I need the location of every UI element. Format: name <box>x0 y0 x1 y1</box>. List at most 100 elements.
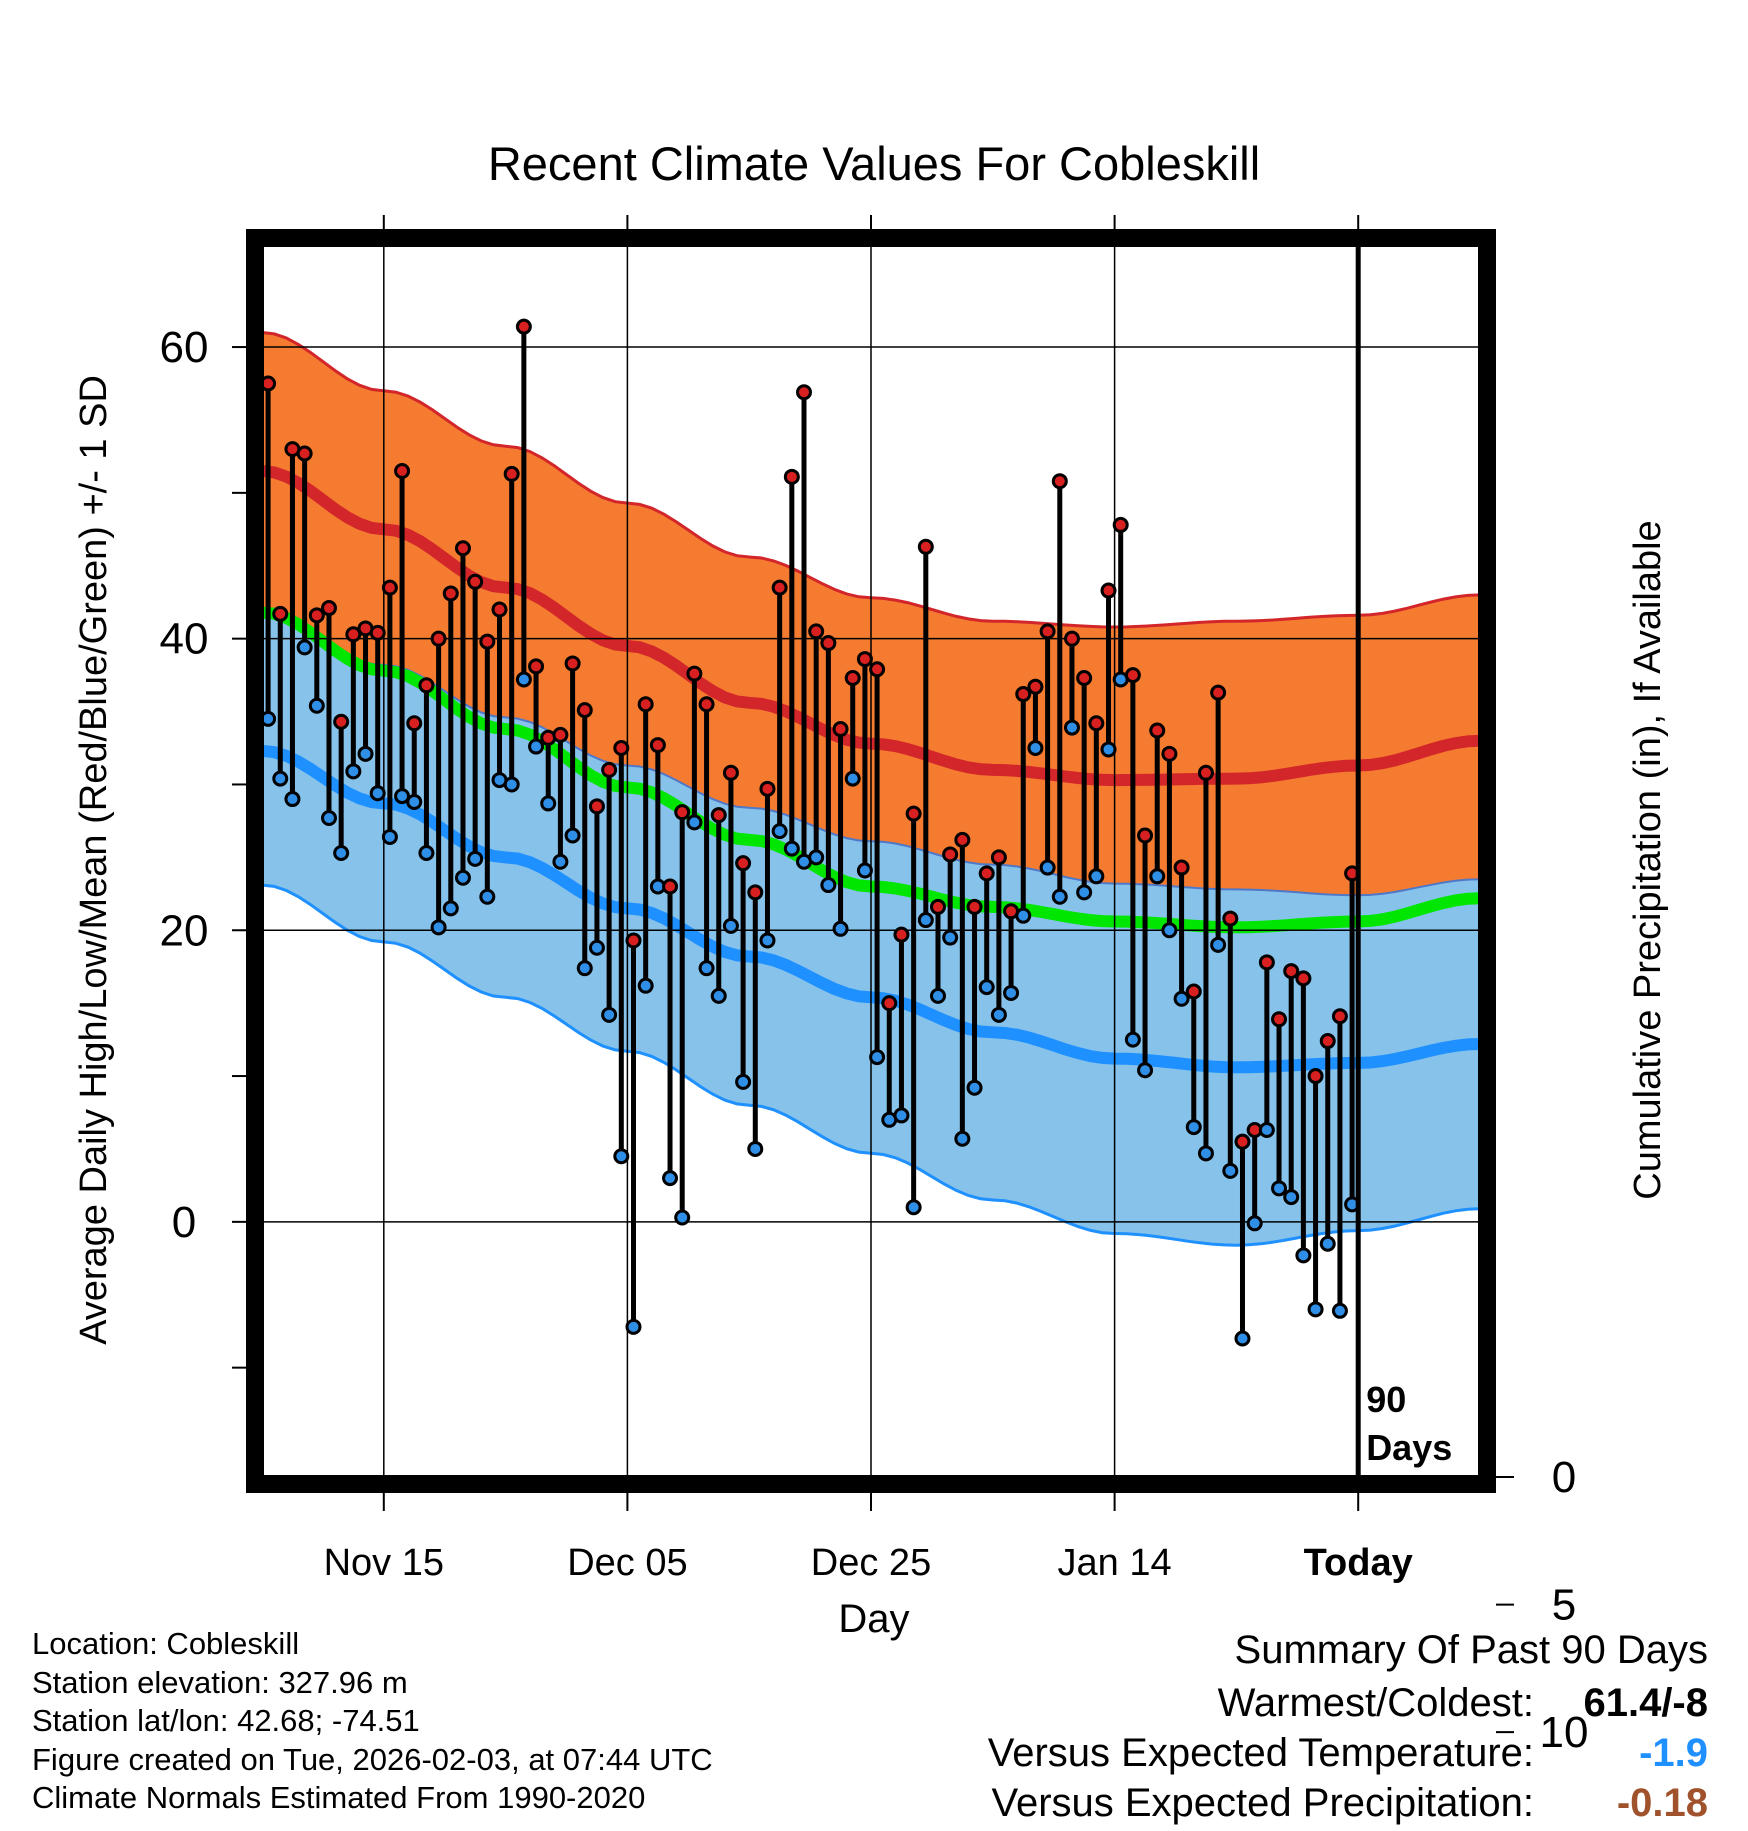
daily-high-point <box>674 804 691 821</box>
daily-low-point <box>1185 1119 1202 1136</box>
daily-high-point <box>820 635 837 652</box>
daily-high-point <box>503 465 520 482</box>
window-label-unit: Days <box>1366 1427 1452 1468</box>
station-info: Location: Cobleskill Station elevation: … <box>32 1625 713 1818</box>
y-tick-label: 20 <box>160 906 209 955</box>
daily-low-point <box>637 977 654 994</box>
daily-low-point <box>990 1006 1007 1023</box>
daily-high-point <box>735 855 752 872</box>
daily-high-point <box>1039 623 1056 640</box>
daily-low-point <box>1124 1031 1141 1048</box>
x-axis-label: Day <box>838 1597 909 1641</box>
daily-high-point <box>978 865 995 882</box>
daily-high-point <box>1295 970 1312 987</box>
daily-low-point <box>820 877 837 894</box>
daily-low-point <box>381 828 398 845</box>
daily-low-point <box>394 788 411 805</box>
daily-high-point <box>272 605 289 622</box>
daily-high-point <box>369 624 386 641</box>
daily-low-point <box>966 1079 983 1096</box>
summary-panel: Summary Of Past 90 Days Warmest/Coldest:… <box>888 1628 1708 1831</box>
daily-high-point <box>1222 910 1239 927</box>
daily-low-point <box>625 1318 642 1335</box>
daily-low-point <box>942 929 959 946</box>
daily-high-point <box>1234 1133 1251 1150</box>
daily-low-point <box>686 814 703 831</box>
daily-high-point <box>406 715 423 732</box>
daily-high-point <box>881 995 898 1012</box>
daily-low-point <box>320 809 337 826</box>
daily-high-point <box>418 677 435 694</box>
daily-low-point <box>893 1107 910 1124</box>
daily-low-point <box>442 900 459 917</box>
daily-low-point <box>783 840 800 857</box>
daily-high-point <box>783 468 800 485</box>
daily-low-point <box>1295 1247 1312 1264</box>
x-tick-label: Dec 25 <box>811 1542 931 1584</box>
daily-high-point <box>905 805 922 822</box>
daily-low-point <box>430 919 447 936</box>
daily-low-point <box>515 671 532 688</box>
daily-high-point <box>1076 670 1093 687</box>
x-tick-label: Today <box>1304 1542 1413 1584</box>
daily-low-point <box>1307 1301 1324 1318</box>
summary-row-precipitation: Versus Expected Precipitation: -0.18 <box>888 1781 1708 1831</box>
daily-low-point <box>262 710 277 727</box>
daily-low-point <box>1197 1145 1214 1162</box>
figure-created: Figure created on Tue, 2026-02-03, at 07… <box>32 1741 713 1777</box>
daily-low-point <box>467 850 484 867</box>
daily-high-point <box>1331 1008 1348 1025</box>
y-tick-label: 60 <box>160 323 209 372</box>
daily-low-point <box>698 960 715 977</box>
station-latlon: Station lat/lon: 42.68; -74.51 <box>32 1703 420 1738</box>
daily-high-point <box>917 538 934 555</box>
daily-high-point <box>1063 630 1080 647</box>
daily-high-point <box>686 665 703 682</box>
daily-high-point <box>844 670 861 687</box>
daily-high-point <box>722 764 739 781</box>
daily-low-point <box>503 776 520 793</box>
daily-low-point <box>929 987 946 1004</box>
daily-high-point <box>966 898 983 915</box>
daily-high-point <box>1173 859 1190 876</box>
y-tick-label: 0 <box>172 1198 196 1247</box>
daily-low-point <box>856 862 873 879</box>
warmest-coldest-label: Warmest/Coldest: <box>1217 1681 1534 1725</box>
daily-high-point <box>1307 1068 1324 1085</box>
daily-high-point <box>576 702 593 719</box>
daily-low-point <box>308 697 325 714</box>
y2-tick-label: 5 <box>1552 1581 1576 1630</box>
daily-high-point <box>662 878 679 895</box>
daily-high-point <box>1051 473 1068 490</box>
daily-high-point <box>1149 722 1166 739</box>
daily-high-point <box>747 884 764 901</box>
expected-temperature-label: Versus Expected Temperature: <box>987 1731 1534 1775</box>
daily-low-point <box>1271 1180 1288 1197</box>
daily-low-point <box>917 912 934 929</box>
daily-low-point <box>1051 888 1068 905</box>
daily-high-point <box>515 318 532 335</box>
warmest-coldest-value: 61.4/-8 <box>1583 1681 1708 1725</box>
daily-high-point <box>1161 745 1178 762</box>
daily-high-point <box>564 655 581 672</box>
daily-low-point <box>844 770 861 787</box>
daily-low-point <box>1258 1121 1275 1138</box>
daily-low-point <box>418 844 435 861</box>
daily-high-point <box>1283 963 1300 980</box>
daily-low-point <box>954 1130 971 1147</box>
daily-low-point <box>528 738 545 755</box>
daily-low-point <box>588 939 605 956</box>
summary-row-temperature: Versus Expected Temperature: -1.9 <box>888 1731 1708 1781</box>
daily-low-point <box>1027 740 1044 757</box>
y-tick-label: 40 <box>160 615 209 664</box>
daily-high-point <box>1124 667 1141 684</box>
daily-low-point <box>1100 741 1117 758</box>
daily-high-point <box>467 573 484 590</box>
daily-low-point <box>747 1140 764 1157</box>
daily-low-point <box>540 795 557 812</box>
daily-low-point <box>1003 984 1020 1001</box>
daily-high-point <box>381 579 398 596</box>
daily-low-point <box>869 1049 886 1066</box>
daily-low-point <box>357 745 374 762</box>
daily-low-point <box>1039 859 1056 876</box>
